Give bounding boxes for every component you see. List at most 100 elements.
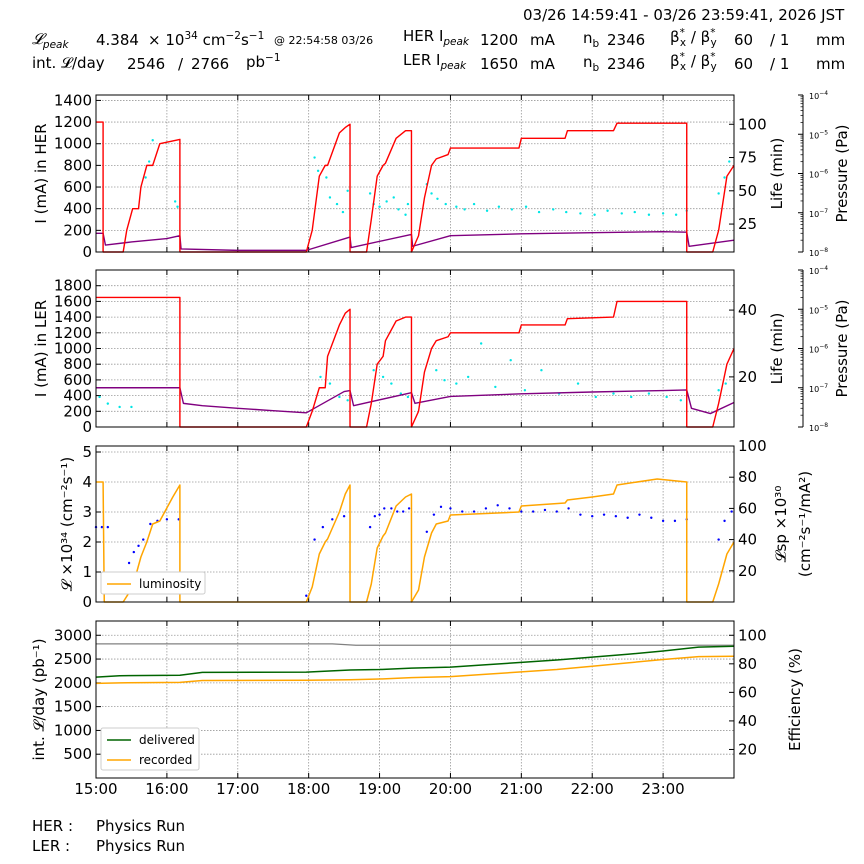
- ler-beta-y: / 1: [770, 55, 790, 73]
- specific-lumi-point: [531, 510, 535, 513]
- specific-lumi-point: [673, 519, 677, 523]
- y-tick-label: 800: [63, 355, 92, 373]
- y-tick-label: 2500: [54, 650, 92, 668]
- ler-life-point: [717, 389, 720, 392]
- specific-lumi-point: [142, 538, 145, 541]
- her-status-label: HER :: [32, 817, 74, 835]
- y-tick-label: 1800: [54, 277, 92, 295]
- y-tick-label: 400: [63, 387, 92, 405]
- y-tick-label: 3000: [54, 626, 92, 644]
- ler-status-label: LER :: [32, 837, 71, 855]
- her-life-point: [728, 160, 731, 163]
- y-tick-label: 1: [82, 563, 92, 581]
- her-life-point: [593, 213, 596, 216]
- y-tick-label: 800: [63, 156, 92, 174]
- efficiency-tick-label: 60: [738, 683, 757, 701]
- specific-lumi-point: [368, 525, 372, 529]
- delivered-line: [95, 645, 735, 678]
- her-beta-x: 60: [734, 31, 754, 49]
- her-life-point: [579, 212, 582, 215]
- pressure-axis-title: Pressure (Pa): [833, 124, 851, 222]
- efficiency-axis-title: Efficiency (%): [786, 648, 804, 751]
- her-ipeak-value: 1200: [480, 31, 519, 49]
- specific-lumi-point: [132, 550, 136, 554]
- ler-nb-label: nb: [583, 53, 600, 74]
- y-tick-label: 500: [63, 745, 92, 763]
- y-tick-label: 1200: [54, 324, 92, 342]
- y-tick-label: 1200: [54, 113, 92, 131]
- specific-lumi-point: [602, 513, 606, 516]
- ler-nb-value: 2346: [607, 55, 646, 73]
- pressure-tick-label: 10−7: [809, 208, 828, 219]
- pressure-tick-label: 10−8: [809, 422, 828, 433]
- legend: luminosity: [100, 571, 206, 595]
- specific-lumi-point: [165, 518, 169, 521]
- her-life-point: [397, 208, 400, 211]
- specific-lumi-point: [567, 507, 570, 510]
- her-life-point: [313, 156, 316, 159]
- her-life-point: [392, 196, 395, 199]
- int-lumi-recorded: 2766: [191, 55, 230, 73]
- specific-lumi-point: [331, 518, 334, 521]
- ler-ipeak-unit: mA: [530, 55, 555, 73]
- specific-lumi-point: [313, 538, 316, 541]
- her-life-point: [404, 213, 407, 216]
- her-status-value: Physics Run: [96, 817, 186, 835]
- her-life-tick-label: 100: [738, 115, 767, 133]
- ler-life-point: [594, 395, 597, 399]
- y-tick-label: 1000: [54, 135, 92, 153]
- her-ipeak-unit: mA: [530, 31, 555, 49]
- ler-current-line: [96, 296, 735, 428]
- pressure-tick-label: 10−5: [809, 129, 828, 140]
- efficiency-line: [96, 643, 734, 646]
- int-lumi-axis-title: int. 𝓛/day (pb⁻¹): [30, 638, 48, 760]
- ler-pressure-line: [96, 387, 735, 415]
- her-beta-unit: mm: [816, 31, 846, 49]
- int-lumi-delivered: 2546: [127, 55, 166, 73]
- panel-3: 0 1 2 3 4 5 20 40 60 80 100 𝓛 ×10³⁴ (cm⁻²s⁻¹) 𝓛sp ×1…: [58, 437, 814, 611]
- her-life-point: [147, 160, 151, 163]
- her-life-point: [325, 176, 328, 179]
- her-life-point: [144, 176, 147, 179]
- y-tick-label: 600: [63, 178, 92, 196]
- her-nb-value: 2346: [607, 31, 646, 49]
- y-tick-label: 600: [63, 371, 92, 389]
- specific-lumi-point: [127, 561, 131, 565]
- her-ipeak-label: HER Ipeak: [403, 27, 470, 48]
- her-life-point: [455, 205, 458, 208]
- specific-lumi-point: [106, 525, 110, 529]
- x-tick-label: 16:00: [145, 780, 188, 798]
- ler-life-point: [98, 395, 101, 399]
- int-lumi-label: int. 𝓛/day: [32, 54, 105, 72]
- y-tick-label: 0: [82, 593, 92, 611]
- specific-lumi-point: [543, 508, 547, 512]
- x-tick-label: 23:00: [641, 780, 684, 798]
- her-life-point: [341, 210, 345, 214]
- pressure-axis-title: Pressure (Pa): [833, 299, 851, 397]
- specific-lumi-tick-label: 40: [738, 531, 757, 549]
- her-nb-label: nb: [583, 29, 600, 50]
- her-life-point: [368, 192, 372, 195]
- ler-life-point: [435, 369, 438, 372]
- y-tick-label: 400: [63, 200, 92, 218]
- pressure-tick-label: 10−7: [809, 383, 828, 394]
- her-beta-label: β*x / β*y: [670, 27, 717, 49]
- luminosity-line: [96, 478, 735, 603]
- specific-lumi-point: [407, 507, 411, 510]
- y-tick-label: 1400: [54, 91, 92, 109]
- her-life-point: [472, 202, 476, 206]
- her-life-point: [497, 205, 501, 208]
- her-beta-y: / 1: [770, 31, 790, 49]
- ler-life-point: [724, 382, 727, 385]
- ler-current-axis-title: I (mA) in LER: [32, 300, 50, 397]
- specific-lumi-axis-title: 𝓛sp ×10³⁰: [772, 486, 790, 563]
- specific-lumi-point: [378, 513, 381, 516]
- her-life-point: [524, 205, 528, 208]
- x-tick-label: 21:00: [500, 780, 543, 798]
- specific-lumi-point: [390, 507, 393, 510]
- efficiency-tick-label: 20: [738, 740, 757, 758]
- specific-lumi-tick-label: 100: [738, 437, 767, 455]
- y-tick-label: 200: [63, 221, 92, 239]
- specific-lumi-tick-label: 80: [738, 468, 757, 486]
